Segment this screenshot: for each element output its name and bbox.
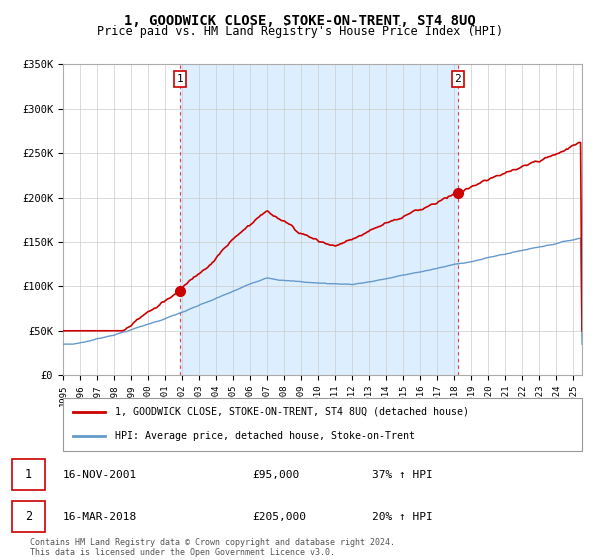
Bar	[180, 64, 458, 375]
Text: £95,000: £95,000	[252, 470, 299, 479]
Text: 1: 1	[25, 468, 32, 481]
Text: 2: 2	[25, 510, 32, 523]
Text: 1: 1	[176, 74, 184, 84]
Text: 16-MAR-2018: 16-MAR-2018	[63, 512, 137, 521]
Text: 1, GOODWICK CLOSE, STOKE-ON-TRENT, ST4 8UQ (detached house): 1, GOODWICK CLOSE, STOKE-ON-TRENT, ST4 8…	[115, 407, 469, 417]
Text: 1, GOODWICK CLOSE, STOKE-ON-TRENT, ST4 8UQ: 1, GOODWICK CLOSE, STOKE-ON-TRENT, ST4 8…	[124, 14, 476, 28]
Text: 16-NOV-2001: 16-NOV-2001	[63, 470, 137, 479]
Text: £205,000: £205,000	[252, 512, 306, 521]
Text: HPI: Average price, detached house, Stoke-on-Trent: HPI: Average price, detached house, Stok…	[115, 431, 415, 441]
FancyBboxPatch shape	[63, 398, 582, 451]
Text: Contains HM Land Registry data © Crown copyright and database right 2024.
This d: Contains HM Land Registry data © Crown c…	[30, 538, 395, 557]
Text: 37% ↑ HPI: 37% ↑ HPI	[372, 470, 433, 479]
Text: 20% ↑ HPI: 20% ↑ HPI	[372, 512, 433, 521]
Text: Price paid vs. HM Land Registry's House Price Index (HPI): Price paid vs. HM Land Registry's House …	[97, 25, 503, 38]
Text: 2: 2	[455, 74, 461, 84]
